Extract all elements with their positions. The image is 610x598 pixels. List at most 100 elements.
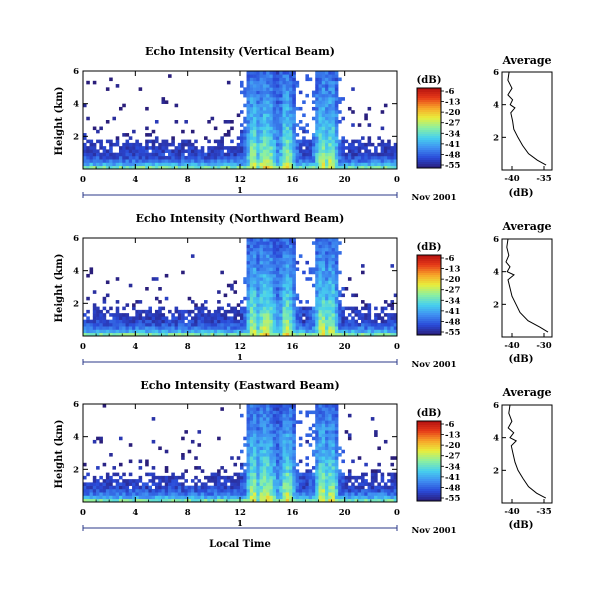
heatmap-cell: [328, 93, 332, 98]
heatmap-cell: [341, 309, 345, 314]
heatmap-cell: [256, 332, 260, 337]
heatmap-cell: [151, 142, 156, 147]
heatmap-cell: [158, 479, 162, 483]
heatmap-cell: [249, 113, 254, 118]
heatmap-cell: [269, 90, 274, 95]
heatmap-cell: [302, 149, 306, 153]
heatmap-cell: [266, 430, 270, 434]
heatmap-cell: [174, 149, 179, 153]
heatmap-cell: [285, 300, 290, 304]
heatmap-cell: [275, 126, 280, 131]
heatmap-cell: [325, 267, 329, 271]
heatmap-cell: [223, 482, 228, 486]
heatmap-cell: [321, 293, 326, 298]
heatmap-cell: [331, 287, 336, 291]
heatmap-cell: [328, 139, 332, 144]
heatmap-cell: [311, 267, 316, 271]
colorbar-tick-label: -6: [445, 254, 455, 264]
heatmap-cell: [200, 482, 205, 486]
heatmap-cell: [334, 495, 339, 500]
heatmap-cell: [357, 482, 362, 486]
heatmap-cell: [292, 309, 296, 314]
heatmap-cell: [292, 136, 296, 140]
heatmap-cell: [249, 407, 254, 411]
heatmap-cell: [246, 133, 251, 137]
heatmap-cell: [298, 495, 303, 500]
heatmap-cell: [275, 280, 280, 285]
heatmap-cell: [321, 423, 326, 428]
heatmap-cell: [383, 159, 388, 163]
heatmap-cell: [161, 495, 166, 500]
heatmap-cell: [158, 322, 162, 327]
heatmap-cell: [390, 456, 395, 460]
heatmap-cell: [338, 475, 342, 480]
heatmap-cell: [328, 453, 332, 457]
heatmap-cell: [86, 162, 90, 167]
heatmap-cell: [161, 322, 166, 327]
heatmap-cell: [292, 290, 296, 294]
heatmap-cell: [266, 322, 270, 327]
heatmap-cell: [347, 436, 352, 441]
heatmap-cell: [279, 459, 283, 464]
heatmap-cell: [240, 472, 244, 477]
heatmap-cell: [311, 453, 316, 457]
colorbar-swatch: [417, 435, 441, 438]
heatmap-cell: [275, 80, 280, 85]
heatmap-cell: [226, 322, 231, 327]
colorbar-swatch: [417, 162, 441, 165]
heatmap-cell: [331, 251, 336, 255]
heatmap-cell: [367, 303, 372, 307]
heatmap-cell: [259, 309, 264, 314]
heatmap-cell: [243, 129, 247, 134]
heatmap-cell: [279, 443, 283, 447]
heatmap-cell: [325, 423, 329, 428]
heatmap-cell: [282, 316, 287, 320]
heatmap-cell: [325, 479, 329, 483]
heatmap-cell: [259, 430, 264, 434]
heatmap-cell: [321, 433, 326, 437]
heatmap-cell: [325, 152, 329, 157]
heatmap-cell: [207, 495, 211, 500]
heatmap-cell: [240, 413, 244, 418]
heatmap-cell: [174, 479, 179, 483]
heatmap-cell: [321, 475, 326, 480]
heatmap-cell: [341, 322, 345, 327]
heatmap-cell: [83, 152, 87, 157]
heatmap-cell: [145, 485, 149, 490]
heatmap-cell: [118, 492, 123, 496]
heatmap-cell: [194, 159, 198, 163]
heatmap-cell: [285, 152, 290, 157]
heatmap-cell: [256, 142, 260, 147]
heatmap-cell: [168, 492, 172, 496]
heatmap-cell: [334, 410, 339, 415]
heatmap-cell: [269, 165, 274, 170]
heatmap-cell: [112, 488, 117, 493]
heatmap-cell: [204, 485, 208, 490]
heatmap-cell: [292, 146, 296, 150]
heatmap-cell: [282, 80, 287, 85]
heatmap-cell: [171, 322, 175, 327]
heatmap-cell: [390, 488, 395, 493]
colorbar-swatch: [417, 433, 441, 436]
heatmap-cell: [364, 495, 368, 500]
heatmap-cell: [266, 492, 270, 496]
heatmap-cell: [249, 103, 254, 108]
heatmap-cell: [164, 162, 169, 167]
colorbar-swatch: [417, 499, 441, 502]
heatmap-cell: [318, 479, 323, 483]
x-tick-label: 4: [132, 508, 138, 518]
heatmap-cell: [308, 475, 313, 480]
heatmap-cell: [321, 74, 326, 78]
heatmap-cell: [334, 423, 339, 428]
y-tick-label: 4: [73, 100, 79, 110]
heatmap-cell: [380, 309, 385, 314]
profile-title: Average: [501, 220, 551, 233]
heatmap-cell: [230, 139, 234, 144]
heatmap-cell: [272, 290, 277, 294]
heatmap-cell: [321, 404, 326, 408]
heatmap-cell: [86, 329, 90, 334]
heatmap-cell: [305, 306, 309, 311]
heatmap-cell: [275, 316, 280, 320]
heatmap-cell: [321, 492, 326, 496]
heatmap-cell: [187, 159, 192, 163]
